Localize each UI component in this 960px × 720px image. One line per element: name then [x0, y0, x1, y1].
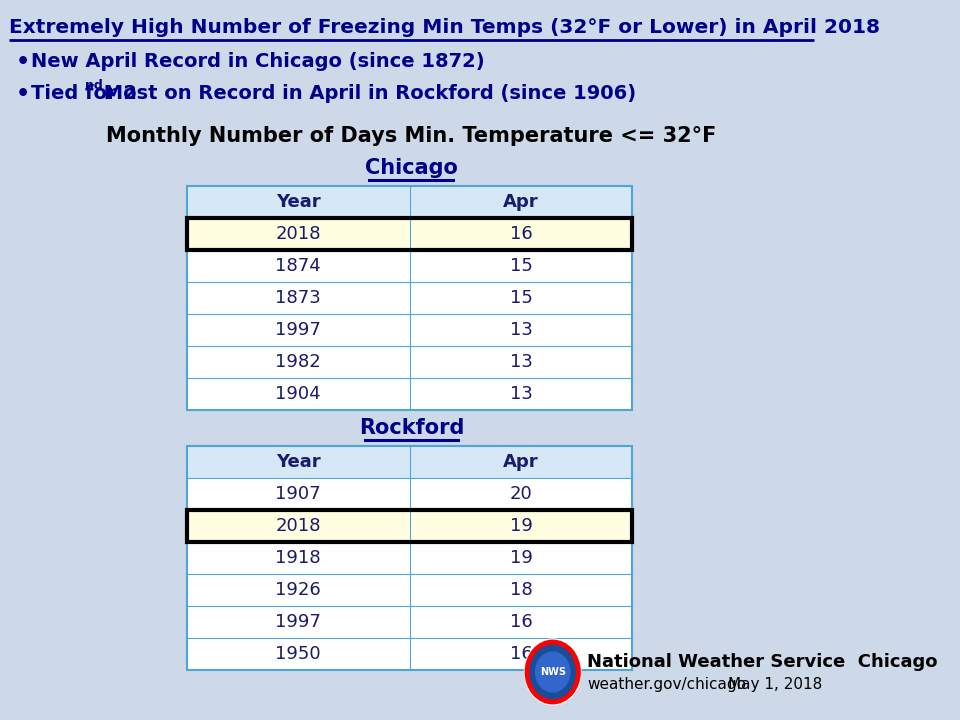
- Bar: [187, 250, 633, 282]
- Bar: [187, 314, 633, 346]
- Text: 15: 15: [510, 289, 533, 307]
- Text: 19: 19: [510, 549, 533, 567]
- Text: 1907: 1907: [276, 485, 321, 503]
- Text: Rockford: Rockford: [359, 418, 464, 438]
- Text: 1997: 1997: [276, 613, 322, 631]
- Bar: [187, 282, 633, 314]
- Text: Chicago: Chicago: [365, 158, 458, 178]
- Text: 13: 13: [510, 321, 533, 339]
- Bar: [187, 478, 633, 510]
- Text: 1950: 1950: [276, 645, 321, 663]
- Text: Monthly Number of Days Min. Temperature <= 32°F: Monthly Number of Days Min. Temperature …: [107, 126, 716, 146]
- Text: Apr: Apr: [503, 453, 539, 471]
- Text: Extremely High Number of Freezing Min Temps (32°F or Lower) in April 2018: Extremely High Number of Freezing Min Te…: [9, 18, 879, 37]
- Text: 1874: 1874: [276, 257, 321, 275]
- Bar: [187, 638, 633, 670]
- Text: 15: 15: [510, 257, 533, 275]
- Text: •: •: [15, 52, 30, 72]
- Bar: [187, 218, 633, 250]
- Circle shape: [524, 639, 581, 705]
- Text: 13: 13: [510, 353, 533, 371]
- Text: New April Record in Chicago (since 1872): New April Record in Chicago (since 1872): [31, 52, 485, 71]
- Bar: [187, 218, 633, 250]
- Text: weather.gov/chicago: weather.gov/chicago: [587, 677, 746, 691]
- Text: 2018: 2018: [276, 517, 321, 535]
- Bar: [187, 574, 633, 606]
- Text: nd: nd: [84, 79, 103, 92]
- Text: 16: 16: [510, 645, 533, 663]
- Text: Most on Record in April in Rockford (since 1906): Most on Record in April in Rockford (sin…: [97, 84, 636, 103]
- Text: 20: 20: [510, 485, 533, 503]
- Bar: [187, 510, 633, 542]
- Bar: [187, 186, 633, 410]
- Text: 13: 13: [510, 385, 533, 403]
- Text: 1918: 1918: [276, 549, 321, 567]
- Bar: [187, 446, 633, 478]
- Text: Apr: Apr: [503, 193, 539, 211]
- Text: 2018: 2018: [276, 225, 321, 243]
- Bar: [187, 186, 633, 218]
- Circle shape: [527, 642, 579, 702]
- Text: 1926: 1926: [276, 581, 321, 599]
- Text: 18: 18: [510, 581, 533, 599]
- Text: 1982: 1982: [276, 353, 321, 371]
- Text: •: •: [15, 84, 30, 104]
- Bar: [187, 510, 633, 542]
- Text: National Weather Service  Chicago: National Weather Service Chicago: [587, 653, 938, 671]
- Text: Year: Year: [276, 453, 321, 471]
- Text: 16: 16: [510, 225, 533, 243]
- Text: NWS: NWS: [540, 667, 565, 677]
- Bar: [187, 542, 633, 574]
- Text: Year: Year: [276, 193, 321, 211]
- Bar: [187, 446, 633, 670]
- Bar: [187, 606, 633, 638]
- Text: 1904: 1904: [276, 385, 321, 403]
- Text: 1997: 1997: [276, 321, 322, 339]
- Text: 1873: 1873: [276, 289, 321, 307]
- Circle shape: [536, 652, 570, 692]
- Bar: [187, 378, 633, 410]
- Text: 19: 19: [510, 517, 533, 535]
- Text: 16: 16: [510, 613, 533, 631]
- Text: Tied for 2: Tied for 2: [31, 84, 137, 103]
- Bar: [187, 346, 633, 378]
- Text: May 1, 2018: May 1, 2018: [729, 677, 823, 691]
